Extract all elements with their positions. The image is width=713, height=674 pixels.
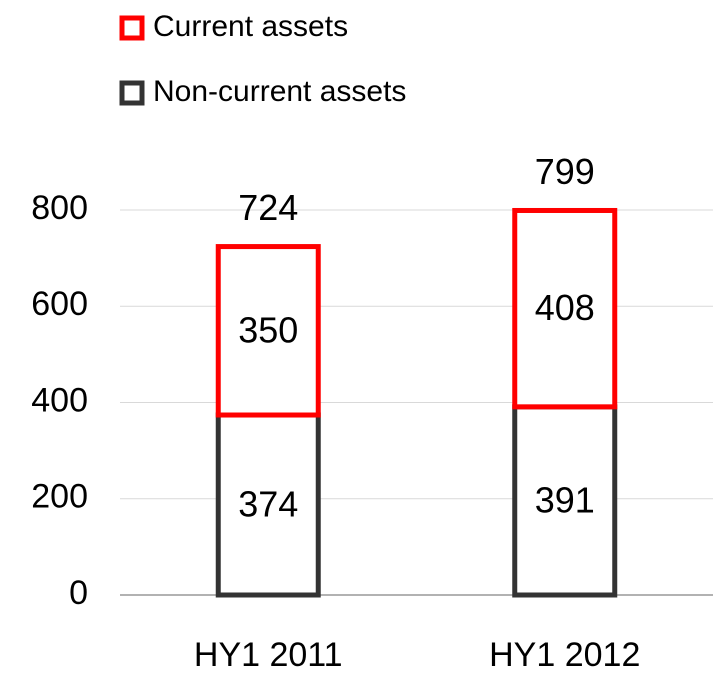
y-tick-label: 200 <box>31 478 88 516</box>
y-tick-label: 400 <box>31 381 88 419</box>
y-tick-label: 600 <box>31 285 88 323</box>
x-tick-label: HY1 2012 <box>489 636 640 674</box>
y-tick-label: 0 <box>69 574 88 612</box>
data-label: 408 <box>535 287 595 328</box>
x-tick-label: HY1 2011 <box>194 636 343 674</box>
bar-segment <box>215 244 321 418</box>
data-label: 374 <box>238 484 298 525</box>
legend-swatch <box>119 15 145 41</box>
y-tick-label: 800 <box>31 189 88 227</box>
bar-segment <box>512 207 618 410</box>
legend-label: Current assets <box>153 10 348 43</box>
data-label: 391 <box>535 479 595 520</box>
total-label: 799 <box>535 151 595 192</box>
bar-segment <box>215 412 321 598</box>
total-label: 724 <box>238 187 298 228</box>
legend-label: Non-current assets <box>153 75 406 108</box>
data-label: 350 <box>238 309 298 350</box>
legend-swatch <box>119 80 145 106</box>
